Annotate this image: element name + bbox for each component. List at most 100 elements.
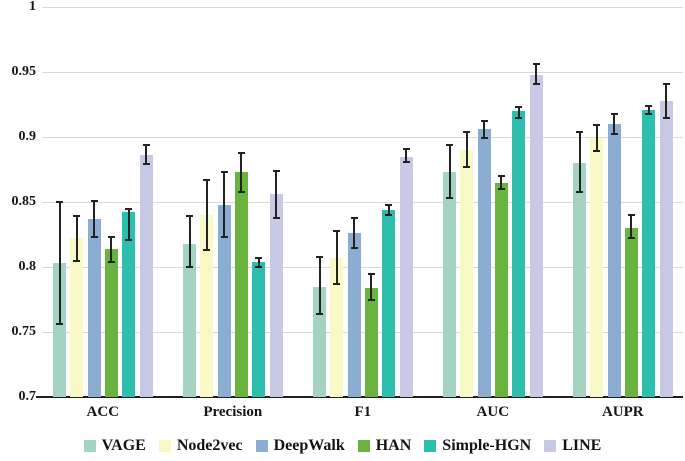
gridline bbox=[42, 7, 683, 8]
error-bar-line bbox=[257, 257, 260, 267]
error-bar-cap bbox=[576, 190, 583, 193]
error-bar-cap bbox=[203, 178, 211, 181]
error-bar-cap bbox=[627, 214, 635, 216]
error-bar-cap bbox=[610, 112, 618, 115]
error-bar-line bbox=[578, 131, 581, 192]
error-bar-line bbox=[353, 217, 356, 248]
error-bar-cap bbox=[446, 197, 453, 200]
x-axis-label-Precision: Precision bbox=[203, 404, 263, 420]
legend-swatch-DeepWalk bbox=[255, 440, 268, 452]
error-bar-cap bbox=[463, 130, 471, 133]
error-bar-line bbox=[665, 83, 667, 118]
error-bar-cap bbox=[272, 169, 280, 172]
bar-DeepWalk-ACC bbox=[87, 218, 101, 397]
error-bar-cap bbox=[645, 112, 653, 115]
error-bar-cap bbox=[90, 199, 98, 202]
error-bar-line bbox=[75, 216, 78, 261]
error-bar-line bbox=[188, 216, 191, 267]
gridline bbox=[42, 202, 683, 203]
error-bar-cap bbox=[350, 246, 358, 249]
x-axis-label-F1: F1 bbox=[354, 404, 372, 420]
bar-VAGE-AUC bbox=[443, 172, 456, 397]
error-bar-cap bbox=[662, 82, 670, 85]
bar-VAGE-Precision bbox=[183, 243, 196, 397]
error-bar-cap bbox=[316, 312, 323, 315]
error-bar-cap bbox=[272, 216, 280, 219]
error-bar-cap bbox=[255, 266, 263, 268]
bar-Simple-HGN-AUC bbox=[512, 111, 526, 397]
error-bar-cap bbox=[463, 165, 471, 168]
error-bar-line bbox=[595, 125, 598, 152]
error-bar-cap bbox=[107, 260, 115, 263]
error-bar-line bbox=[517, 107, 520, 118]
x-axis-label-AUPR: AUPR bbox=[601, 404, 644, 420]
error-bar-line bbox=[110, 237, 113, 262]
legend-item-DeepWalk: DeepWalk bbox=[255, 437, 345, 455]
gridline bbox=[42, 267, 683, 268]
error-bar-cap bbox=[125, 238, 133, 241]
error-bar-cap bbox=[56, 201, 63, 203]
x-axis-line bbox=[36, 396, 683, 398]
bar-Node2vec-AUC bbox=[460, 150, 474, 397]
error-bar-line bbox=[275, 170, 277, 218]
error-bar-cap bbox=[333, 229, 341, 232]
error-bar-line bbox=[335, 230, 338, 284]
error-bar-cap bbox=[593, 124, 601, 127]
error-bar-cap bbox=[220, 171, 228, 174]
error-bar-cap bbox=[645, 104, 653, 107]
error-bar-line bbox=[205, 179, 208, 251]
bar-DeepWalk-Precision bbox=[217, 204, 231, 397]
y-tick-label: 1 bbox=[29, 0, 36, 14]
y-tick-label: 0.8 bbox=[18, 259, 37, 274]
bar-HAN-ACC bbox=[104, 248, 118, 397]
error-bar-cap bbox=[576, 130, 583, 133]
error-bar-cap bbox=[367, 272, 375, 275]
y-tick-label: 0.75 bbox=[11, 324, 37, 339]
bar-VAGE-AUPR bbox=[573, 163, 586, 397]
error-bar-cap bbox=[593, 150, 601, 153]
error-bar-line bbox=[223, 172, 226, 238]
bar-Node2vec-ACC bbox=[70, 238, 84, 397]
error-bar-cap bbox=[142, 163, 150, 166]
error-bar-cap bbox=[142, 143, 150, 146]
error-bar-cap bbox=[350, 216, 358, 219]
legend-swatch-VAGE bbox=[83, 440, 96, 452]
error-bar-line bbox=[405, 148, 407, 162]
bar-Node2vec-Precision bbox=[200, 215, 214, 397]
error-bar-line bbox=[58, 202, 61, 325]
x-axis-label-ACC: ACC bbox=[86, 404, 120, 420]
legend-swatch-Node2vec bbox=[158, 440, 171, 452]
error-bar-cap bbox=[125, 207, 133, 210]
x-axis-label-AUC: AUC bbox=[476, 404, 510, 420]
bar-LINE-Precision bbox=[269, 194, 283, 397]
error-bar-cap bbox=[186, 266, 193, 268]
error-bar-cap bbox=[402, 147, 410, 150]
legend-item-Simple-HGN: Simple-HGN bbox=[424, 437, 531, 455]
bar-LINE-F1 bbox=[399, 156, 413, 397]
error-bar-cap bbox=[237, 151, 245, 154]
error-bar-cap bbox=[186, 215, 193, 218]
error-bar-cap bbox=[610, 133, 618, 136]
error-bar-line bbox=[318, 256, 321, 314]
error-bar-cap bbox=[662, 116, 670, 119]
bar-LINE-ACC bbox=[139, 155, 153, 397]
legend-label: VAGE bbox=[101, 437, 146, 454]
error-bar-cap bbox=[497, 188, 505, 190]
error-bar-line bbox=[145, 144, 147, 165]
error-bar-cap bbox=[480, 137, 488, 140]
error-bar-cap bbox=[532, 82, 540, 85]
bar-Simple-HGN-AUPR bbox=[642, 109, 656, 397]
bar-HAN-AUPR bbox=[624, 228, 638, 397]
legend-item-HAN: HAN bbox=[357, 437, 411, 455]
bar-VAGE-ACC bbox=[53, 263, 66, 397]
bar-HAN-Precision bbox=[234, 172, 248, 397]
legend-item-LINE: LINE bbox=[544, 437, 601, 455]
error-bar-cap bbox=[203, 249, 211, 252]
error-bar-cap bbox=[515, 116, 523, 119]
y-tick-label: 0.85 bbox=[11, 194, 37, 209]
error-bar-line bbox=[127, 208, 130, 240]
y-tick-label: 0.9 bbox=[18, 129, 37, 144]
error-bar-cap bbox=[515, 106, 523, 109]
error-bar-cap bbox=[107, 236, 115, 239]
